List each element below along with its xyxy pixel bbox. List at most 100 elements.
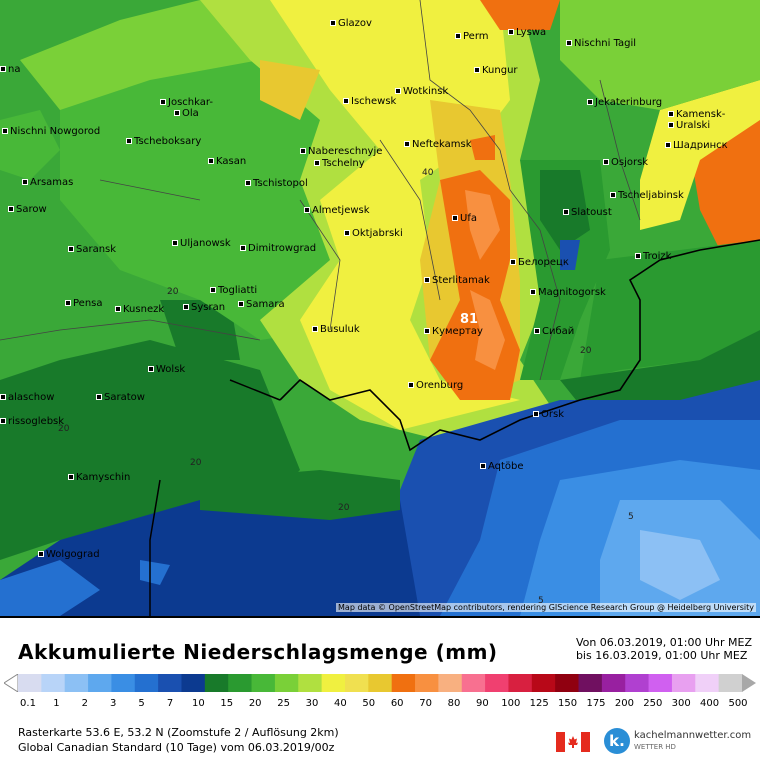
city-name: Wolsk — [156, 364, 186, 375]
city-marker-icon — [668, 111, 674, 117]
city-marker-icon — [404, 141, 410, 147]
city-name: Naberesсhnyje — [308, 146, 383, 157]
city-marker-icon — [238, 301, 244, 307]
scale-swatch — [321, 674, 346, 692]
city-marker-icon — [172, 240, 178, 246]
city-marker-icon — [174, 110, 180, 116]
city-label: Troizk — [635, 251, 671, 263]
scale-ticks: 0.1 1 2 3 5 7 10 15 20 25 30 40 50 60 70 80 90 100 125 150 1… — [0, 698, 760, 710]
city-label: Tschelny — [314, 158, 365, 170]
scale-swatch — [625, 674, 650, 692]
contour-value: 20 — [58, 424, 70, 434]
scale-swatch — [438, 674, 463, 692]
scale-swatch — [181, 674, 206, 692]
city-label: Kamensk- — [668, 109, 725, 121]
city-label: Kamyschin — [68, 472, 130, 484]
model-info: Global Canadian Standard (10 Tage) vom 0… — [18, 741, 335, 754]
scale-swatch — [648, 674, 673, 692]
city-label: Wolgograd — [38, 549, 100, 561]
city-label: Pensa — [65, 298, 103, 310]
city-label: na — [0, 64, 20, 76]
city-marker-icon — [300, 148, 306, 154]
city-marker-icon — [210, 287, 216, 293]
city-marker-icon — [2, 128, 8, 134]
city-name: Kamyschin — [76, 472, 131, 483]
contour-value: 5 — [628, 512, 634, 522]
kachelmann-logo[interactable]: k. kachelmannwetter.com WETTER HD — [604, 728, 754, 758]
scale-tick-label: 30 — [305, 698, 319, 709]
scale-swatch — [555, 674, 580, 692]
city-marker-icon — [508, 29, 514, 35]
city-label: Kasan — [208, 156, 246, 168]
city-label: Ischewsk — [343, 96, 396, 108]
city-marker-icon — [330, 20, 336, 26]
city-marker-icon — [96, 394, 102, 400]
brand-subtitle: WETTER HD — [634, 743, 676, 751]
city-name: Kamensk- — [676, 109, 726, 120]
city-label: Nischni Nowgorod — [2, 126, 100, 138]
scale-tick-label: 10 — [192, 698, 205, 709]
city-marker-icon — [160, 99, 166, 105]
city-name: Tschelny — [322, 158, 365, 169]
city-name: Ufa — [460, 213, 477, 224]
precipitation-map[interactable] — [0, 0, 760, 616]
scale-swatch — [578, 674, 603, 692]
city-name: Белорецк — [518, 257, 569, 268]
legend-title: Akkumulierte Niederschlagsmenge (mm) — [18, 640, 498, 664]
city-marker-icon — [8, 206, 14, 212]
city-name: Troizk — [643, 251, 672, 262]
city-label: rissoglebsk — [0, 416, 64, 428]
city-label: Slatoust — [563, 207, 612, 219]
city-name: Кумертау — [432, 326, 483, 337]
city-name: Pensa — [73, 298, 103, 309]
city-marker-icon — [148, 366, 154, 372]
city-label: Aqtöbe — [480, 461, 524, 473]
scale-tick-label: 80 — [447, 698, 461, 709]
city-label: Kungur — [474, 65, 518, 77]
city-name: Uralski — [676, 120, 711, 131]
city-marker-icon — [115, 306, 121, 312]
city-label: Neftekamsk — [404, 139, 472, 151]
scale-tick-label: 60 — [390, 698, 404, 709]
scale-tick-label: 3 — [110, 698, 117, 709]
scale-swatch — [111, 674, 136, 692]
city-label: Белорецк — [510, 257, 569, 269]
city-label: Шадринск — [665, 140, 728, 152]
city-name: Jekaterinburg — [595, 97, 663, 108]
city-label: Togliatti — [210, 285, 257, 297]
city-name: Glazov — [338, 18, 372, 29]
city-label: Tscheboksary — [126, 136, 201, 148]
scale-swatch — [134, 674, 159, 692]
city-marker-icon — [38, 551, 44, 557]
city-label: Glazov — [330, 18, 372, 30]
scale-swatch — [41, 674, 66, 692]
scale-swatch — [204, 674, 229, 692]
city-name: Saratow — [104, 392, 145, 403]
city-name: Kusnezk — [123, 304, 165, 315]
scale-tick-label: 50 — [362, 698, 376, 709]
city-label: Magnitogorsk — [530, 287, 606, 299]
city-name: Orenburg — [416, 380, 464, 391]
city-name: Шадринск — [673, 140, 728, 151]
scale-tick-label: 400 — [700, 698, 720, 709]
brand-name: kachelmannwetter.com — [634, 730, 752, 741]
city-marker-icon — [208, 158, 214, 164]
city-marker-icon — [0, 394, 6, 400]
city-marker-icon — [314, 160, 320, 166]
city-name: Lyswa — [516, 27, 547, 38]
city-label: alaschow — [0, 392, 54, 404]
scale-swatch — [485, 674, 509, 692]
city-label: Tscheljabinsk — [610, 190, 684, 202]
city-name: rissoglebsk — [8, 416, 65, 427]
city-marker-icon — [665, 142, 671, 148]
city-name: Togliatti — [218, 285, 258, 296]
scale-min-arrow — [4, 674, 19, 692]
city-name: Sarow — [16, 204, 47, 215]
city-marker-icon — [452, 215, 458, 221]
city-name: Wolgograd — [46, 549, 100, 560]
city-marker-icon — [533, 411, 539, 417]
scale-swatch — [18, 674, 42, 692]
city-marker-icon — [344, 230, 350, 236]
city-marker-icon — [22, 179, 28, 185]
scale-swatch — [508, 674, 533, 692]
